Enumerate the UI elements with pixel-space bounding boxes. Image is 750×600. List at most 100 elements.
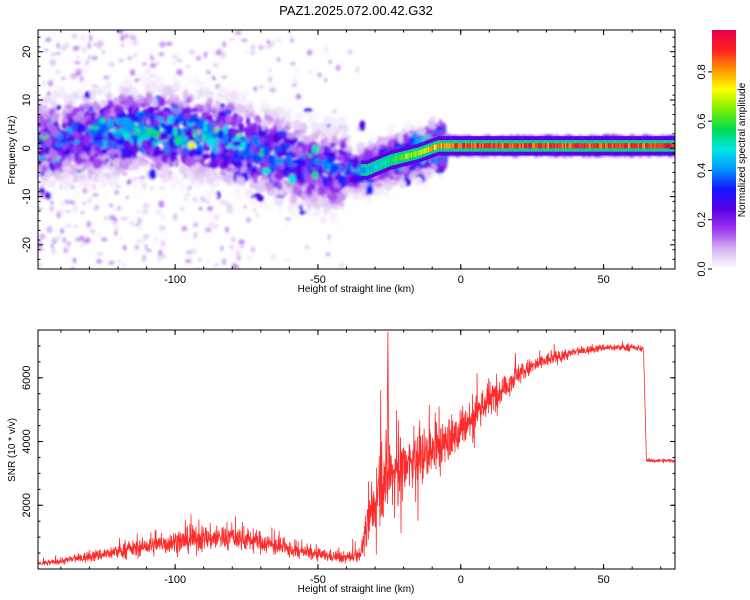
spectrogram-cell [389, 124, 396, 132]
spectrogram-cell [108, 260, 115, 265]
spectrogram-cell [99, 99, 109, 107]
spectrogram-cell [148, 169, 157, 180]
spectrogram-cell [235, 250, 241, 256]
spectrogram-cell [226, 191, 232, 197]
spectrogram-cell [150, 62, 157, 69]
ridge-cell [376, 163, 379, 169]
spectrogram-cell [245, 162, 252, 168]
spectrogram-cell [62, 94, 71, 103]
ridge-cell [612, 143, 614, 149]
spectrogram-cell [238, 245, 245, 249]
ridge-cell [439, 143, 441, 149]
y-tick-label: -20 [21, 237, 33, 253]
spectrogram-cell [308, 70, 313, 74]
ridge-cell [360, 167, 363, 173]
ridge-cell [466, 143, 469, 149]
spectrogram-cell [297, 146, 303, 154]
ridge-cell [626, 143, 628, 149]
ridge-cell [650, 143, 653, 149]
spectrogram-cell [222, 258, 227, 266]
spectrogram-cell [122, 148, 129, 154]
spectrogram-cell [114, 153, 119, 159]
spectrogram-cell [114, 118, 121, 124]
spectrogram-cell [148, 81, 158, 92]
spectrogram-cell [153, 73, 160, 84]
spectrogram-cell [300, 192, 307, 201]
spectrogram-cell [347, 49, 353, 54]
spectrogram-cell [413, 176, 423, 186]
ridge-cell [472, 143, 474, 149]
spectrogram-cell [245, 116, 251, 126]
bottom-y-axis: 2000 4000 6000 [21, 329, 675, 554]
ridge-cell [573, 143, 576, 149]
spectrogram-cell [49, 59, 57, 66]
spectrogram-cell [235, 155, 246, 162]
colorbar-tick-label: 0.4 [696, 163, 708, 178]
ridge-cell [553, 143, 556, 149]
y-tick-label: 0 [21, 145, 33, 151]
ridge-cell [493, 143, 496, 149]
ridge-cell [545, 143, 547, 149]
spectrogram-cell [220, 200, 224, 204]
spectrogram-cell [142, 202, 150, 209]
colorbar-label: Normalized spectral amplitude [737, 82, 748, 217]
ridge-cell [672, 143, 674, 149]
spectrogram-cell [295, 132, 303, 139]
spectrogram-cell [80, 241, 85, 248]
spectrogram-cell [179, 182, 185, 193]
spectrogram-cell [310, 123, 319, 133]
spectrogram-cell [275, 182, 283, 190]
spectrogram-cell [85, 179, 92, 185]
spectrogram-cell [48, 149, 58, 159]
ridge-cell [645, 143, 647, 149]
spectrogram-cell [241, 39, 248, 42]
spectrogram-cell [402, 132, 409, 144]
ridge-cell [365, 167, 367, 173]
ridge-cell [609, 143, 611, 149]
ridge-cell [482, 143, 484, 149]
spectrogram-cell [69, 136, 76, 143]
spectrogram-cell [290, 62, 296, 65]
ridge-cell [487, 143, 490, 149]
spectrogram-cell [262, 146, 270, 157]
spectrogram-cell [204, 227, 210, 233]
spectrogram-cell [154, 118, 160, 126]
spectrogram-cell [203, 188, 209, 200]
spectrogram-cell [39, 233, 46, 240]
spectrogram-cell [51, 32, 57, 35]
ridge-cell [499, 143, 501, 149]
spectrogram-cell [172, 98, 181, 104]
spectrogram-cell [323, 77, 328, 83]
spectrogram-cell [75, 123, 86, 134]
ridge-cell [513, 143, 516, 149]
spectrogram-cell [186, 97, 192, 104]
spectrogram-cell [268, 215, 274, 222]
spectrogram-cell [154, 236, 158, 242]
ridge-cell [363, 167, 366, 173]
spectrogram-cell [213, 213, 220, 221]
spectrogram-cell [186, 76, 194, 86]
spectrogram-cell [207, 176, 215, 183]
ridge-cell [532, 143, 534, 149]
ridge-cell [637, 143, 640, 149]
spectrogram-cell [163, 118, 169, 123]
spectrogram-cell [222, 173, 233, 183]
snr-series [38, 331, 675, 566]
spectrogram-cell [201, 153, 211, 160]
ridge-cell [606, 143, 608, 149]
spectrogram-cell [327, 234, 331, 241]
spectrogram-cell [57, 132, 63, 141]
spectrogram-cell [355, 66, 360, 74]
ridge-cell [653, 143, 656, 149]
ridge-cell [453, 143, 456, 149]
spectrogram-cell [278, 189, 286, 196]
spectrogram-cell [437, 173, 443, 178]
spectrogram-cell [214, 140, 220, 146]
ridge-cell [400, 154, 403, 161]
spectrogram-cell [171, 175, 180, 180]
spectrogram-cell [428, 128, 435, 136]
spectrogram-cell [71, 122, 77, 133]
spectrogram-cell [198, 206, 203, 211]
ridge-cell [593, 143, 596, 149]
ridge-cell [449, 143, 451, 149]
